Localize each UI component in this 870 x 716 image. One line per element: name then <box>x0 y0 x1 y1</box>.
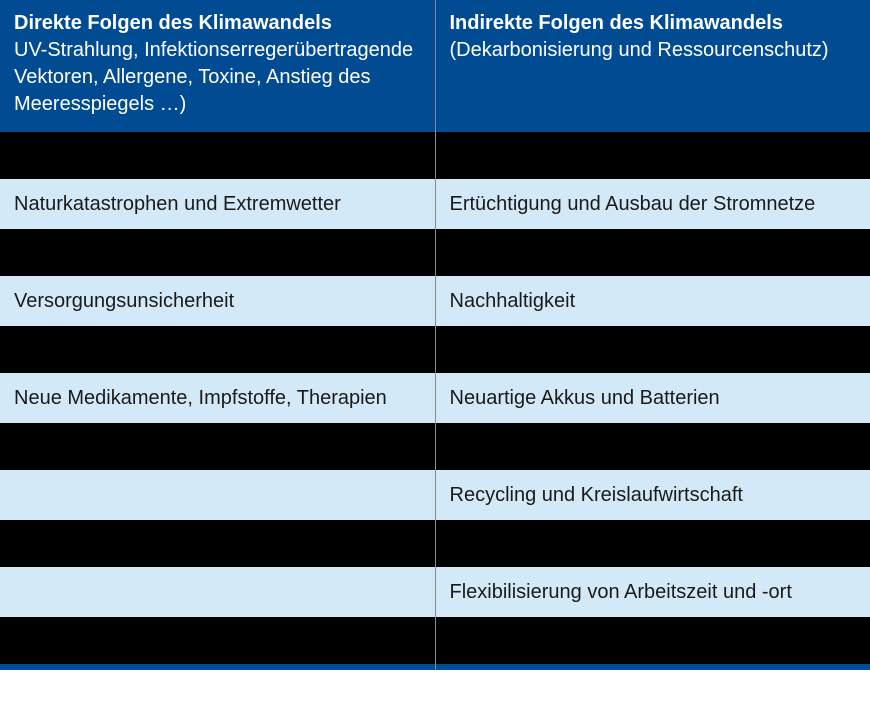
spacer-row <box>0 617 870 664</box>
cell-left: Naturkatastrophen und Extremwetter <box>0 179 435 229</box>
table-row: Neue Medikamente, Impfstoffe, Therapien … <box>0 373 870 423</box>
header-left-title: Direkte Folgen des Klimawandels <box>14 10 421 37</box>
cell-right: Ertüchtigung und Ausbau der Stromnetze <box>436 179 870 229</box>
spacer-row <box>0 326 870 373</box>
bottom-bar <box>0 664 870 670</box>
header-right-title: Indirekte Folgen des Klimawandels <box>450 10 857 37</box>
table-row: Flexibilisierung von Arbeitszeit und -or… <box>0 567 870 617</box>
cell-right: Neuartige Akkus und Batterien <box>436 373 870 423</box>
cell-right: Recycling und Kreislaufwirtschaft <box>436 470 870 520</box>
cell-left: Neue Medikamente, Impfstoffe, Therapien <box>0 373 435 423</box>
spacer-row <box>0 132 870 179</box>
table-row: Versorgungsunsicherheit Nachhaltigkeit <box>0 276 870 326</box>
header-cell-right: Indirekte Folgen des Klimawandels (Dekar… <box>435 0 870 132</box>
header-right-subtitle: (Dekarbonisierung und Ressourcenschutz) <box>450 37 857 64</box>
spacer-row <box>0 229 870 276</box>
table-header-row: Direkte Folgen des Klimawandels UV-Strah… <box>0 0 870 132</box>
cell-left <box>0 470 435 494</box>
spacer-row <box>0 423 870 470</box>
header-left-subtitle: UV-Strahlung, Infektionserregerübertrage… <box>14 37 421 118</box>
header-cell-left: Direkte Folgen des Klimawandels UV-Strah… <box>0 0 435 132</box>
table-row: Naturkatastrophen und Extremwetter Ertüc… <box>0 179 870 229</box>
cell-left <box>0 567 435 591</box>
cell-left: Versorgungsunsicherheit <box>0 276 435 326</box>
comparison-table: Direkte Folgen des Klimawandels UV-Strah… <box>0 0 870 670</box>
spacer-row <box>0 520 870 567</box>
table-row: Recycling und Kreislaufwirtschaft <box>0 470 870 520</box>
cell-right: Flexibilisierung von Arbeitszeit und -or… <box>436 567 870 617</box>
cell-right: Nachhaltigkeit <box>436 276 870 326</box>
